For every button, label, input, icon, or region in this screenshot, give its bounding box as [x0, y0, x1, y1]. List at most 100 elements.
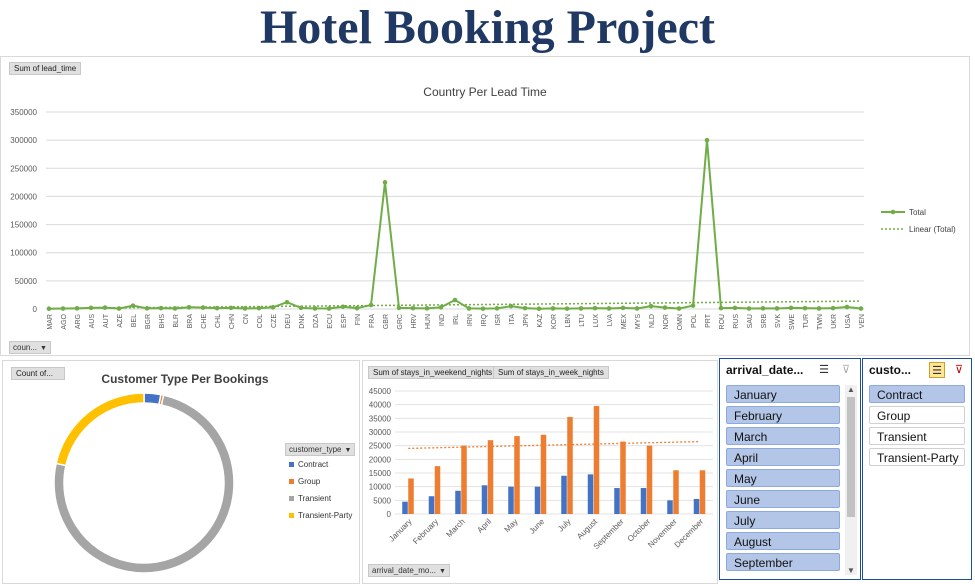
- month-slicer-scrollbar[interactable]: ▲ ▼: [845, 385, 857, 575]
- data-point: [438, 305, 444, 310]
- x-tick-label: ITA: [509, 314, 516, 325]
- x-tick-label: IND: [439, 314, 446, 326]
- x-tick-label: May: [503, 517, 520, 534]
- data-point: [662, 305, 668, 310]
- data-point: [382, 180, 388, 185]
- month-slicer-item[interactable]: January: [726, 385, 840, 403]
- x-tick-label: GRC: [397, 314, 404, 330]
- month-slicer-item[interactable]: June: [726, 490, 840, 508]
- scroll-up-icon[interactable]: ▲: [847, 385, 855, 394]
- multi-select-icon[interactable]: ☰: [819, 364, 829, 376]
- donut-slice-transient-party: [55, 392, 145, 467]
- x-tick-label: DEU: [285, 314, 292, 329]
- line-chart: Country Per Lead Time 0 50000 100000 150000 2…: [10, 85, 956, 330]
- customer-slicer-item[interactable]: Group: [869, 406, 965, 424]
- month-slicer-item[interactable]: August: [726, 532, 840, 550]
- scrollbar-thumb[interactable]: [847, 397, 855, 517]
- customer-slicer-item[interactable]: Transient: [869, 427, 965, 445]
- month-slicer-item[interactable]: September: [726, 553, 840, 571]
- data-point: [410, 305, 416, 311]
- trendline: [408, 440, 700, 450]
- arrival-month-filter-button[interactable]: arrival_date_mo... ▼: [368, 564, 450, 577]
- month-slicer-item[interactable]: March: [726, 427, 840, 445]
- week-nights-field-button[interactable]: Sum of stays_in_week_nights: [493, 366, 609, 379]
- data-point: [620, 305, 626, 311]
- bar-weekend-nights: [667, 500, 673, 514]
- month-slicer-item[interactable]: May: [726, 469, 840, 487]
- legend-total-label: Total: [909, 208, 926, 217]
- x-tick-label: TWN: [817, 314, 824, 330]
- data-point: [788, 305, 794, 311]
- y-tick-label: 25000: [369, 442, 392, 451]
- legend-item: Group: [289, 477, 320, 486]
- y-tick-label: 200000: [10, 192, 37, 201]
- legend-label: Transient: [298, 494, 332, 503]
- data-point: [578, 306, 584, 311]
- legend-total-marker: [890, 209, 896, 215]
- x-tick-label: LVA: [607, 314, 614, 327]
- customer-slicer-item[interactable]: Transient-Party: [869, 448, 965, 466]
- month-slicer-item[interactable]: April: [726, 448, 840, 466]
- data-point: [46, 306, 52, 312]
- bar-weekend-nights: [428, 496, 435, 514]
- y-tick-label: 5000: [373, 496, 391, 505]
- y-tick-label: 300000: [10, 136, 37, 145]
- count-field-button[interactable]: Count of...: [11, 367, 65, 380]
- data-point: [340, 304, 346, 310]
- legend-swatch: [289, 479, 294, 485]
- data-point: [704, 137, 710, 143]
- data-point: [634, 306, 640, 311]
- x-tick-label: UKR: [831, 314, 838, 329]
- customer-slicer-title: custo...: [869, 363, 912, 377]
- x-tick-label: OMN: [677, 314, 684, 330]
- y-tick-label: 0: [33, 305, 38, 314]
- legend-item: Transient: [289, 494, 331, 503]
- data-point: [592, 305, 598, 311]
- legend-item: Contract: [289, 460, 328, 469]
- y-tick-label: 15000: [369, 469, 392, 478]
- clear-filter-icon[interactable]: ⊽: [841, 364, 851, 376]
- bar-week-nights: [461, 445, 467, 514]
- country-filter-button[interactable]: coun... ▼: [9, 341, 51, 354]
- customer-type-legend-button[interactable]: customer_type ▼: [285, 443, 356, 456]
- data-point: [312, 306, 318, 311]
- donut-chart: Customer Type Per Bookings: [53, 372, 269, 574]
- lead-time-field-button[interactable]: Sum of lead_time: [9, 62, 82, 75]
- x-tick-label: ARG: [75, 314, 82, 329]
- arrival-month-filter-label: arrival_date_mo...: [372, 566, 437, 575]
- y-tick-label: 150000: [10, 221, 37, 230]
- data-point: [830, 305, 836, 311]
- clear-filter-icon[interactable]: ⊽: [954, 364, 964, 376]
- data-point: [480, 306, 486, 311]
- bar-weekend-nights: [640, 488, 647, 514]
- bar-week-nights: [646, 445, 653, 514]
- data-point: [844, 304, 850, 310]
- x-tick-label: AUT: [103, 313, 110, 328]
- chart-title: Country Per Lead Time: [423, 85, 547, 99]
- bar-week-nights: [514, 436, 520, 514]
- bar-week-nights: [487, 440, 494, 514]
- x-tick-label: CZE: [271, 314, 278, 328]
- bar-chart-panel: Sum of stays_in_weekend_nights Sum of st…: [362, 360, 718, 584]
- scroll-down-icon[interactable]: ▼: [847, 566, 855, 575]
- data-point: [452, 297, 458, 303]
- x-tick-label: March: [445, 517, 467, 539]
- bar-week-nights: [540, 434, 547, 514]
- month-slicer-item[interactable]: July: [726, 511, 840, 529]
- legend-item: Transient-Party: [289, 511, 352, 520]
- arrival-month-slicer: arrival_date... ☰ ⊽ January February March…: [719, 358, 861, 580]
- y-tick-label: 350000: [10, 108, 37, 117]
- bar-week-nights: [408, 478, 414, 514]
- bar-week-nights: [673, 470, 679, 514]
- month-slicer-item[interactable]: February: [726, 406, 840, 424]
- x-tick-label: BGR: [145, 314, 152, 329]
- x-tick-label: SAU: [747, 314, 754, 328]
- x-tick-label: BRA: [187, 314, 194, 329]
- x-tick-label: PRT: [705, 313, 712, 328]
- multi-select-icon[interactable]: ☰: [929, 362, 945, 378]
- customer-slicer-item[interactable]: Contract: [869, 385, 965, 403]
- page-title: Hotel Booking Project: [259, 1, 716, 54]
- x-tick-label: LTU: [579, 314, 586, 327]
- x-tick-label: CHL: [215, 314, 222, 328]
- x-tick-label: KAZ: [537, 313, 544, 327]
